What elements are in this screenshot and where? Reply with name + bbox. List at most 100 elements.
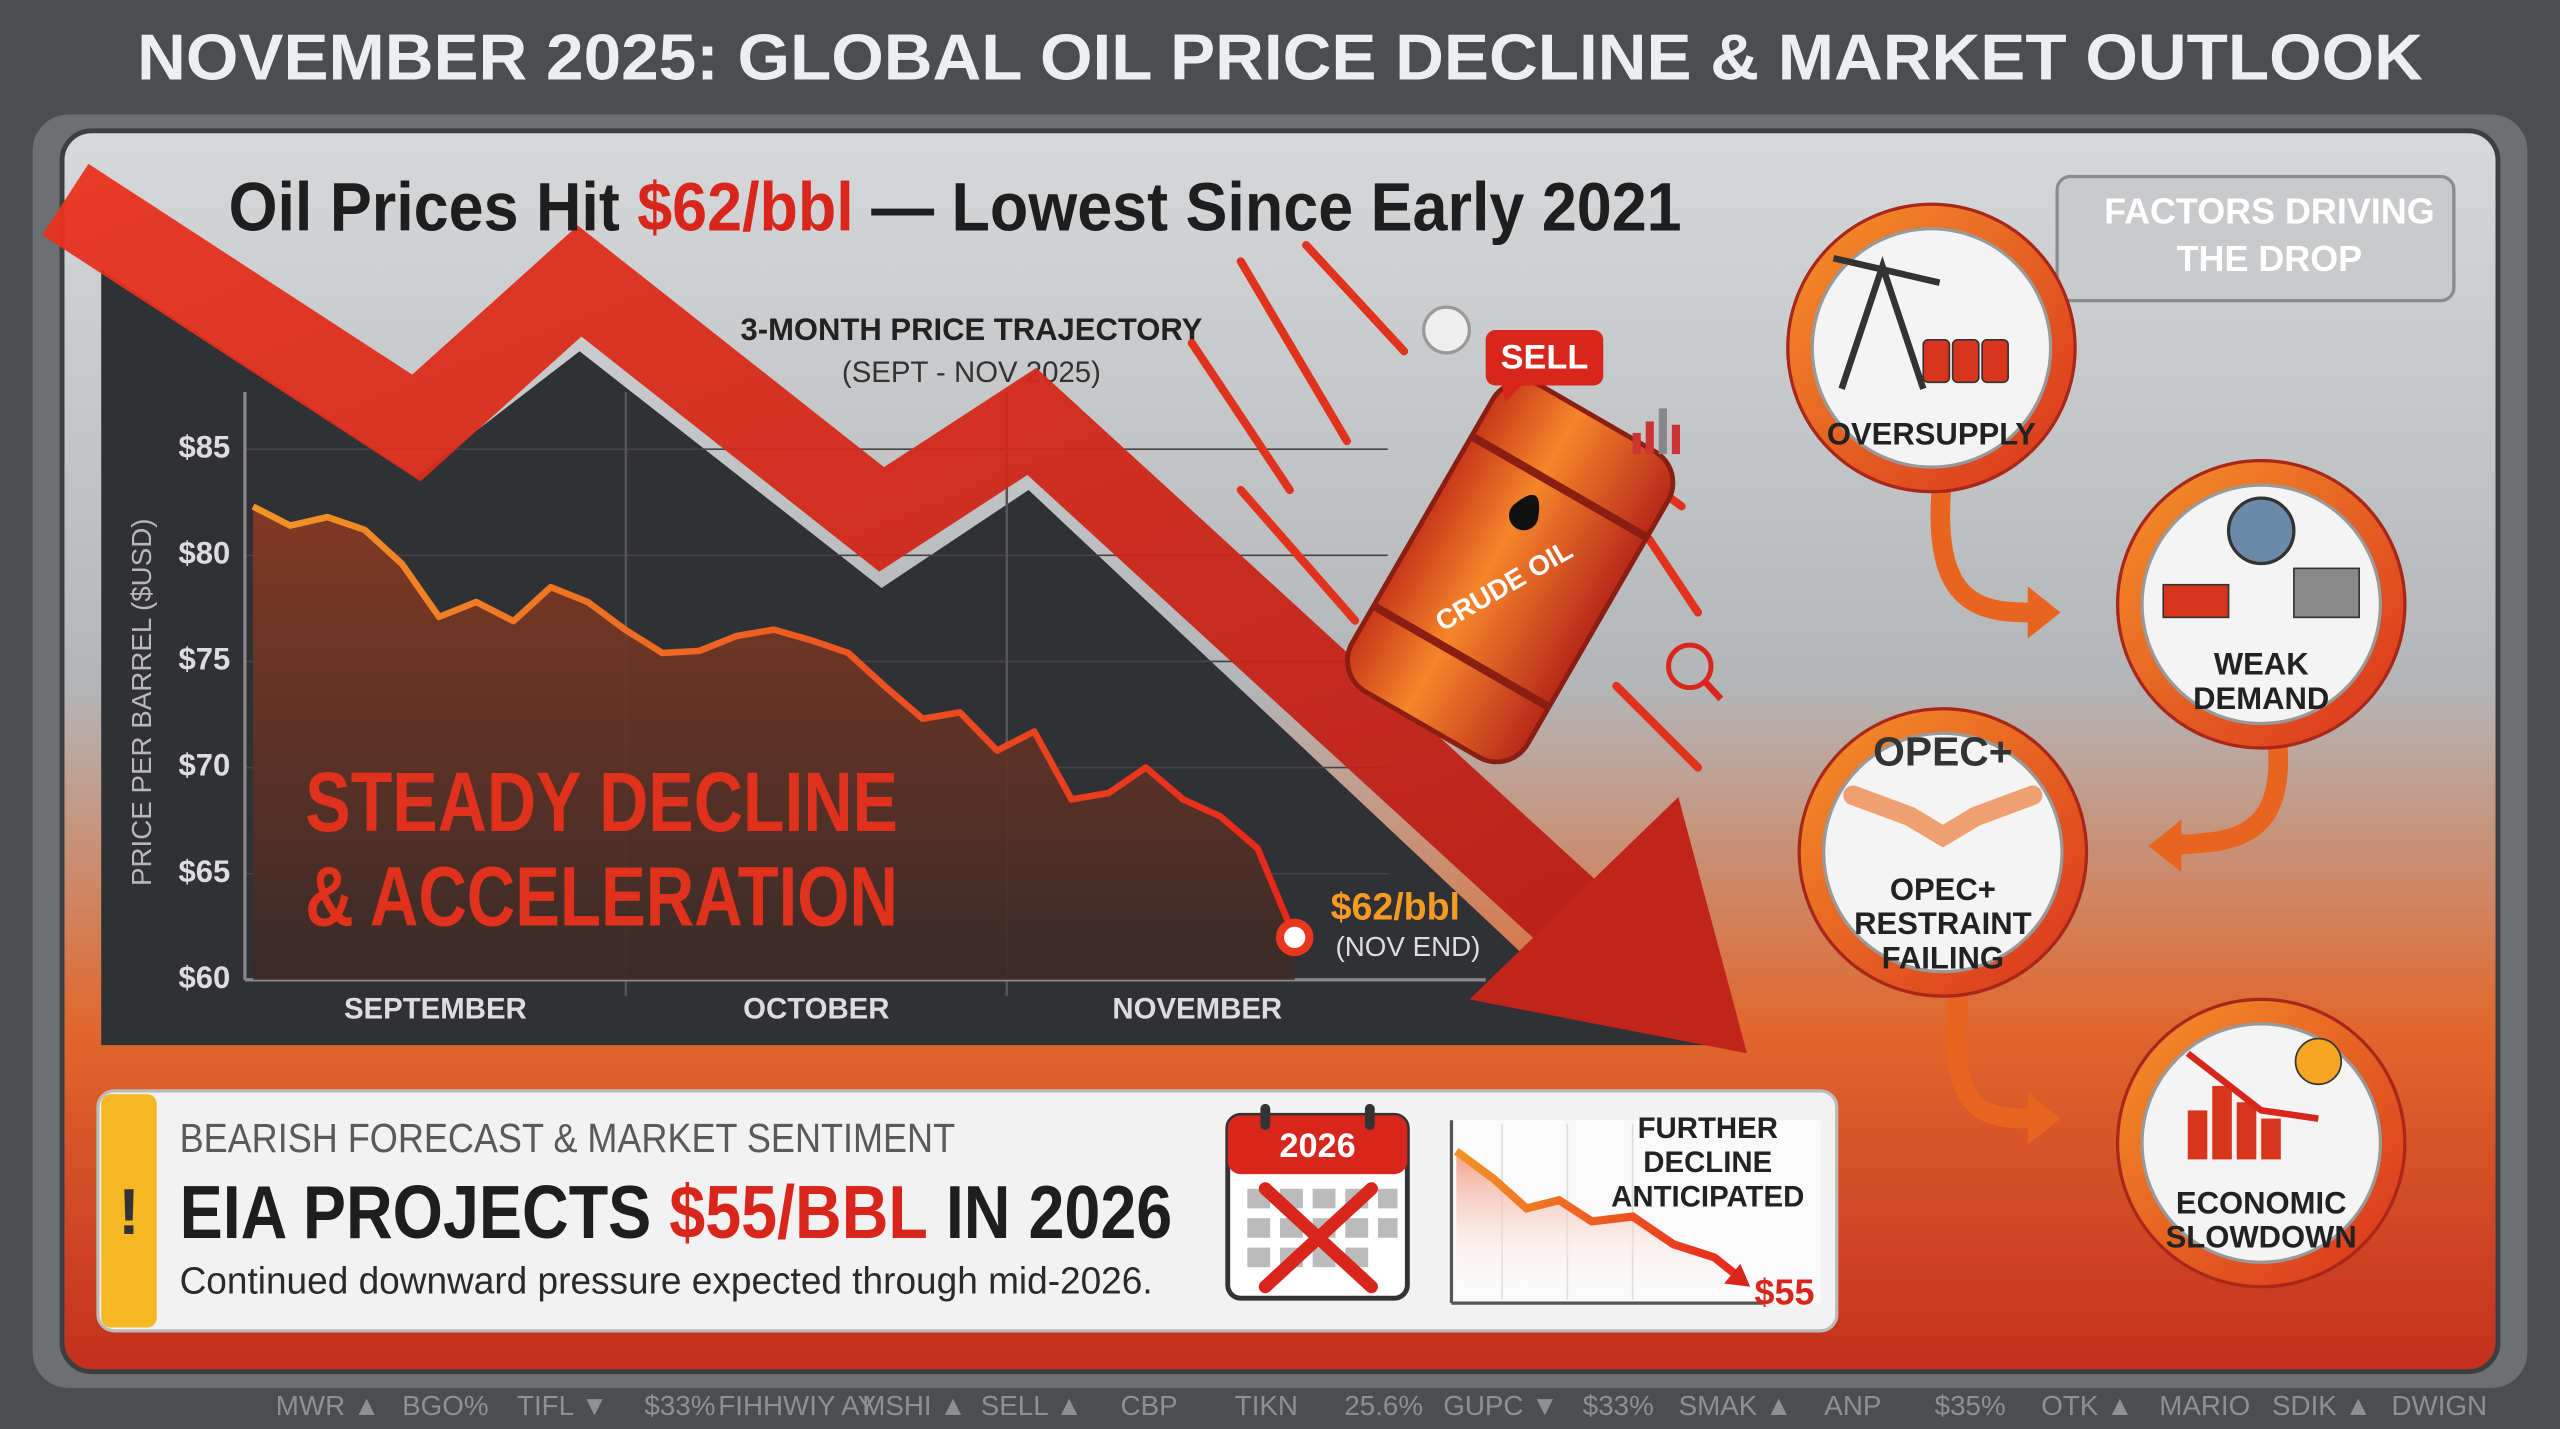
connector	[1930, 472, 2049, 623]
calendar-part-part	[1312, 1188, 1336, 1209]
forecast-box-part	[101, 1094, 157, 1328]
end-marker	[1275, 918, 1314, 957]
mini-chart-text: FURTHER	[1638, 1112, 1778, 1145]
headline-text: — Lowest Since Early 2021	[854, 169, 1682, 246]
oil-barrel-part	[1371, 602, 1551, 711]
ticker-item: GUPC ▼	[1443, 1390, 1558, 1421]
calendar-part-part	[1247, 1247, 1271, 1268]
chart-subtitle: (SEPT - NOV 2025)	[842, 356, 1101, 389]
ticker-item: SELL ▲	[981, 1390, 1083, 1421]
ticker-item: FIHHWIY AY	[718, 1390, 876, 1421]
factor-label: SLOWDOWN	[2166, 1220, 2357, 1255]
oil-barrel-part	[1509, 494, 1540, 531]
forecast-highlight: $55/BBL	[669, 1170, 928, 1254]
factor-label: DEMAND	[2193, 681, 2329, 716]
calendar-part	[1260, 1103, 1271, 1131]
y-axis-label: PRICE PER BARREL ($USD)	[126, 518, 157, 886]
y-tick-label: $65	[178, 854, 230, 889]
small-icons-part	[1702, 678, 1724, 702]
factor-disc	[2140, 483, 2383, 726]
forecast-body: Continued downward pressure expected thr…	[180, 1259, 1153, 1301]
ticker-item: DWIGN	[2392, 1390, 2488, 1421]
falling-arrows-part	[1302, 241, 1409, 356]
calendar-part-part	[1377, 1218, 1398, 1238]
ticker-item: 25.6%	[1344, 1390, 1423, 1421]
end-annotation-note: (NOV END)	[1336, 931, 1481, 962]
bar-icon	[2236, 1102, 2257, 1160]
connector-head	[2148, 819, 2182, 873]
mini-chart-part	[1724, 1263, 1751, 1287]
y-tick-label: $75	[178, 642, 230, 677]
factor-label: OPEC+	[1890, 872, 1996, 907]
factor-label: WEAK	[2214, 647, 2309, 682]
mini-chart	[1448, 1120, 1821, 1305]
calendar-part	[1258, 1182, 1378, 1294]
oil-barrel-part	[1345, 379, 1676, 765]
price-chart: 3-MONTH PRICE TRAJECTORY (SEPT - NOV 2025…	[126, 312, 1486, 1026]
ticker-item: CBP	[1121, 1390, 1178, 1421]
barrel-icon	[1981, 338, 2009, 384]
mini-chart-part	[1453, 1147, 1742, 1281]
mini-chart-target: $55	[1755, 1271, 1815, 1312]
y-tick-label: $70	[178, 748, 230, 783]
ticker-item: MWR ▲	[276, 1390, 381, 1421]
calendar-year: 2026	[1279, 1127, 1355, 1165]
ticker-item: MSHI ▲	[862, 1390, 967, 1421]
ticker-item: SMAK ▲	[1679, 1390, 1793, 1421]
ticker-item: SDIK ▲	[2272, 1390, 2372, 1421]
mini-chart-part	[1456, 1151, 1739, 1302]
chart-title: 3-MONTH PRICE TRAJECTORY	[741, 312, 1203, 347]
ticker-item: $35%	[1935, 1390, 2006, 1421]
coin-icon	[2294, 1037, 2343, 1086]
oil-barrel: CRUDE OIL	[1345, 379, 1676, 765]
page-title: NOVEMBER 2025: GLOBAL OIL PRICE DECLINE …	[137, 21, 2423, 94]
falling-arrows-part	[1236, 257, 1352, 446]
factor-label: FAILING	[1882, 940, 2004, 975]
ticker-item: $33%	[644, 1390, 715, 1421]
headline-highlight: $62/bbl	[637, 169, 854, 246]
bar-icon	[2261, 1118, 2281, 1160]
connector-head	[2027, 586, 2061, 639]
barrel-icon	[1951, 338, 1980, 384]
calendar-part-part	[1247, 1218, 1271, 1238]
small-icons-part	[1632, 432, 1641, 455]
down-arrow-icon	[2185, 1050, 2319, 1122]
calendar-part	[1227, 1115, 1408, 1175]
factor-heading: OPEC+	[1873, 728, 2012, 774]
x-tick-label: OCTOBER	[743, 993, 889, 1026]
ticker-item: BGO%	[402, 1390, 488, 1421]
truck-icon	[2162, 583, 2230, 619]
y-tick-label: $85	[178, 429, 230, 464]
handshake-icon	[1843, 785, 2043, 848]
trend-arrow-part	[1469, 796, 1747, 1054]
x-tick-label: NOVEMBER	[1112, 993, 1282, 1026]
calendar-part-part	[1377, 1188, 1398, 1209]
forecast-text: IN 2026	[928, 1170, 1172, 1254]
y-tick-label: $60	[178, 960, 230, 995]
connector-head	[2027, 1092, 2061, 1145]
sell-text: SELL	[1501, 338, 1589, 376]
falling-arrows-part	[1644, 534, 1703, 617]
forecast-kicker: BEARISH FORECAST & MARKET SENTIMENT	[180, 1115, 956, 1161]
barrel-icon	[1922, 338, 1951, 384]
factors-title: FACTORS DRIVING	[2104, 191, 2435, 232]
ticker-item: TIKN	[1235, 1390, 1298, 1421]
falling-arrows-part	[1187, 338, 1294, 495]
small-icons-part	[1658, 408, 1667, 455]
factor-label: RESTRAINT	[1854, 906, 2032, 941]
headline: Oil Prices Hit $62/bbl — Lowest Since Ea…	[229, 169, 1682, 246]
forecast-headline: EIA PROJECTS $55/BBL IN 2026	[180, 1170, 1173, 1254]
mini-chart-text: ANTICIPATED	[1611, 1180, 1804, 1213]
globe-icon	[2226, 496, 2296, 566]
factors: FACTORS DRIVING THE DROP OVERSUPPLY WEAKDEM…	[1786, 191, 2435, 1289]
factors-title: THE DROP	[2177, 238, 2363, 279]
calendar-part-part	[1345, 1218, 1369, 1238]
pumpjack-icon	[1832, 254, 1941, 390]
y-tick-label: $80	[178, 536, 230, 571]
ticker-item: TIFL ▼	[517, 1390, 608, 1421]
headline-text: Oil Prices Hit	[229, 169, 638, 246]
callout: STEADY DECLINE	[305, 754, 898, 849]
